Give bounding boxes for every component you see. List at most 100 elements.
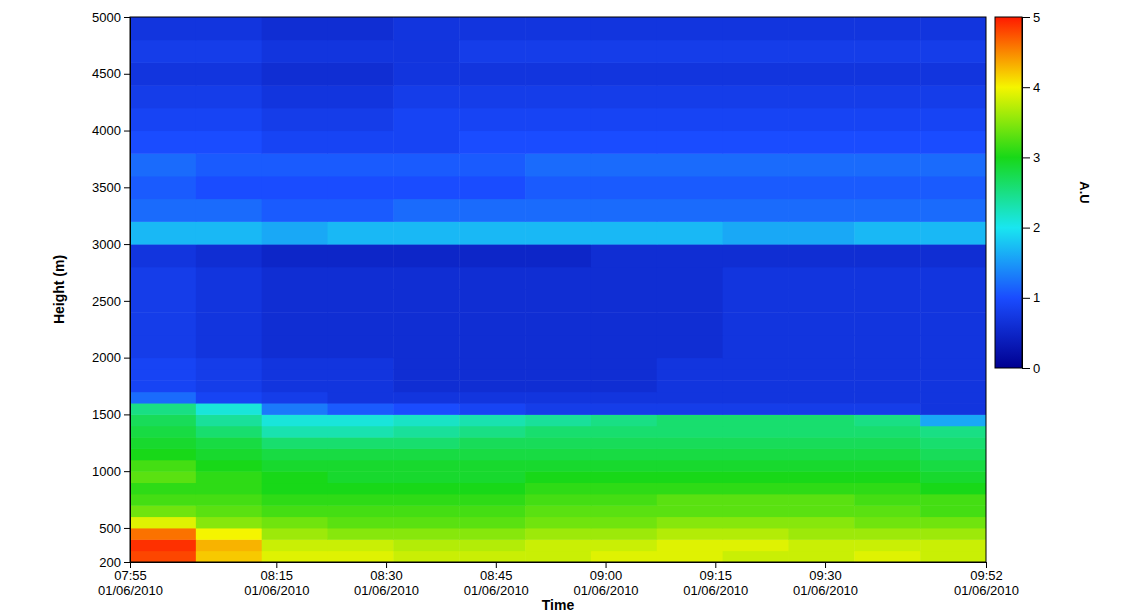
heatmap-cell (525, 551, 591, 562)
heatmap-cell (525, 108, 591, 131)
heatmap-cell (920, 290, 986, 313)
heatmap-cell (920, 85, 986, 108)
heatmap-cell (130, 392, 196, 404)
x-tick-label-line: 09:00 (590, 568, 623, 583)
colorbar-tick-mark (1022, 87, 1030, 88)
heatmap-cell (525, 312, 591, 335)
x-axis: 07:5501/06/201008:1501/06/201008:3001/06… (98, 562, 1019, 598)
heatmap-cell (130, 153, 196, 176)
heatmap-cell (328, 335, 394, 358)
heatmap-cell (525, 392, 591, 404)
x-tick: 09:5201/06/2010 (954, 562, 1019, 598)
heatmap-cell (130, 221, 196, 244)
heatmap-cell (920, 505, 986, 517)
heatmap-cell (723, 108, 789, 131)
colorbar-axis-line (1023, 18, 1031, 369)
heatmap-cell (525, 40, 591, 63)
heatmap-cell (657, 471, 723, 483)
x-tick-label-line: 09:52 (970, 568, 1003, 583)
heatmap-cell (591, 290, 657, 313)
heatmap-cell (393, 40, 459, 63)
heatmap-cell (657, 312, 723, 335)
heatmap-cell (723, 494, 789, 506)
heatmap-cell (262, 460, 328, 472)
heatmap-cell (788, 131, 854, 154)
colorbar-tick-mark (1022, 298, 1030, 299)
heatmap-cell (657, 176, 723, 199)
y-axis-title: Height (m) (51, 255, 67, 324)
heatmap-cell (328, 414, 394, 426)
heatmap-cell (525, 369, 591, 381)
chart: 07:5501/06/201008:1501/06/201008:3001/06… (0, 0, 1140, 616)
y-tick-mark (124, 74, 130, 75)
heatmap-cell (525, 403, 591, 415)
heatmap-cell (723, 528, 789, 540)
heatmap-cell (525, 131, 591, 154)
x-tick-label-line: 01/06/2010 (574, 583, 639, 598)
heatmap-cell (393, 403, 459, 415)
heatmap-cell (196, 244, 262, 267)
colorbar-tick-label: 2 (1033, 220, 1040, 235)
heatmap-cell (459, 199, 525, 222)
heatmap-cell (328, 17, 394, 40)
heatmap-cell (262, 108, 328, 131)
heatmap-cell (788, 517, 854, 529)
heatmap-cell (196, 358, 262, 370)
heatmap-cell (459, 448, 525, 460)
heatmap-cell (328, 312, 394, 335)
heatmap-cell (591, 369, 657, 381)
colorbar-tick-mark (1022, 17, 1030, 18)
heatmap-cell (657, 426, 723, 438)
heatmap-cell (591, 312, 657, 335)
heatmap-cell (657, 40, 723, 63)
heatmap-cell (393, 108, 459, 131)
heatmap-cell (328, 517, 394, 529)
x-axis-title: Time (542, 597, 575, 613)
heatmap-cell (196, 108, 262, 131)
heatmap-cell (788, 312, 854, 335)
heatmap-cell (130, 494, 196, 506)
heatmap-cell (657, 448, 723, 460)
heatmap-cell (591, 414, 657, 426)
heatmap-cell (328, 358, 394, 370)
heatmap-cell (920, 244, 986, 267)
heatmap-cell (920, 108, 986, 131)
x-tick-label-line: 01/06/2010 (354, 583, 419, 598)
heatmap-cell (262, 312, 328, 335)
heatmap-cell (525, 414, 591, 426)
heatmap-cell (854, 528, 920, 540)
heatmap-cell (196, 290, 262, 313)
heatmap-cell (657, 392, 723, 404)
heatmap-cell (130, 517, 196, 529)
x-tick-mark (130, 562, 131, 568)
heatmap-cell (788, 199, 854, 222)
heatmap-cell (262, 358, 328, 370)
heatmap-cell (920, 267, 986, 290)
colorbar-tick-mark (1022, 368, 1030, 369)
x-tick: 09:3001/06/2010 (793, 562, 858, 598)
y-tick-label: 1000 (92, 464, 121, 479)
heatmap-cell (459, 267, 525, 290)
heatmap-cell (920, 517, 986, 529)
heatmap-cell (723, 153, 789, 176)
heatmap-cell (459, 471, 525, 483)
heatmap-cell (657, 244, 723, 267)
y-axis: 2005001000150020002500300035004000450050… (92, 10, 130, 570)
heatmap-cell (591, 108, 657, 131)
heatmap-cell (525, 437, 591, 449)
heatmap-cell (657, 483, 723, 495)
heatmap-cell (723, 358, 789, 370)
heatmap-cell (196, 153, 262, 176)
colorbar-tick: 4 (1022, 80, 1040, 95)
heatmap-cell (854, 426, 920, 438)
heatmap-cell (130, 380, 196, 392)
heatmap-cell (788, 62, 854, 85)
y-tick: 2000 (92, 350, 130, 365)
heatmap-cell (854, 414, 920, 426)
heatmap-cell (130, 131, 196, 154)
heatmap-cell (723, 517, 789, 529)
colorbar (995, 17, 1022, 368)
y-tick: 1500 (92, 407, 130, 422)
x-tick-label: 09:1501/06/2010 (683, 568, 748, 598)
heatmap-cell (459, 551, 525, 562)
